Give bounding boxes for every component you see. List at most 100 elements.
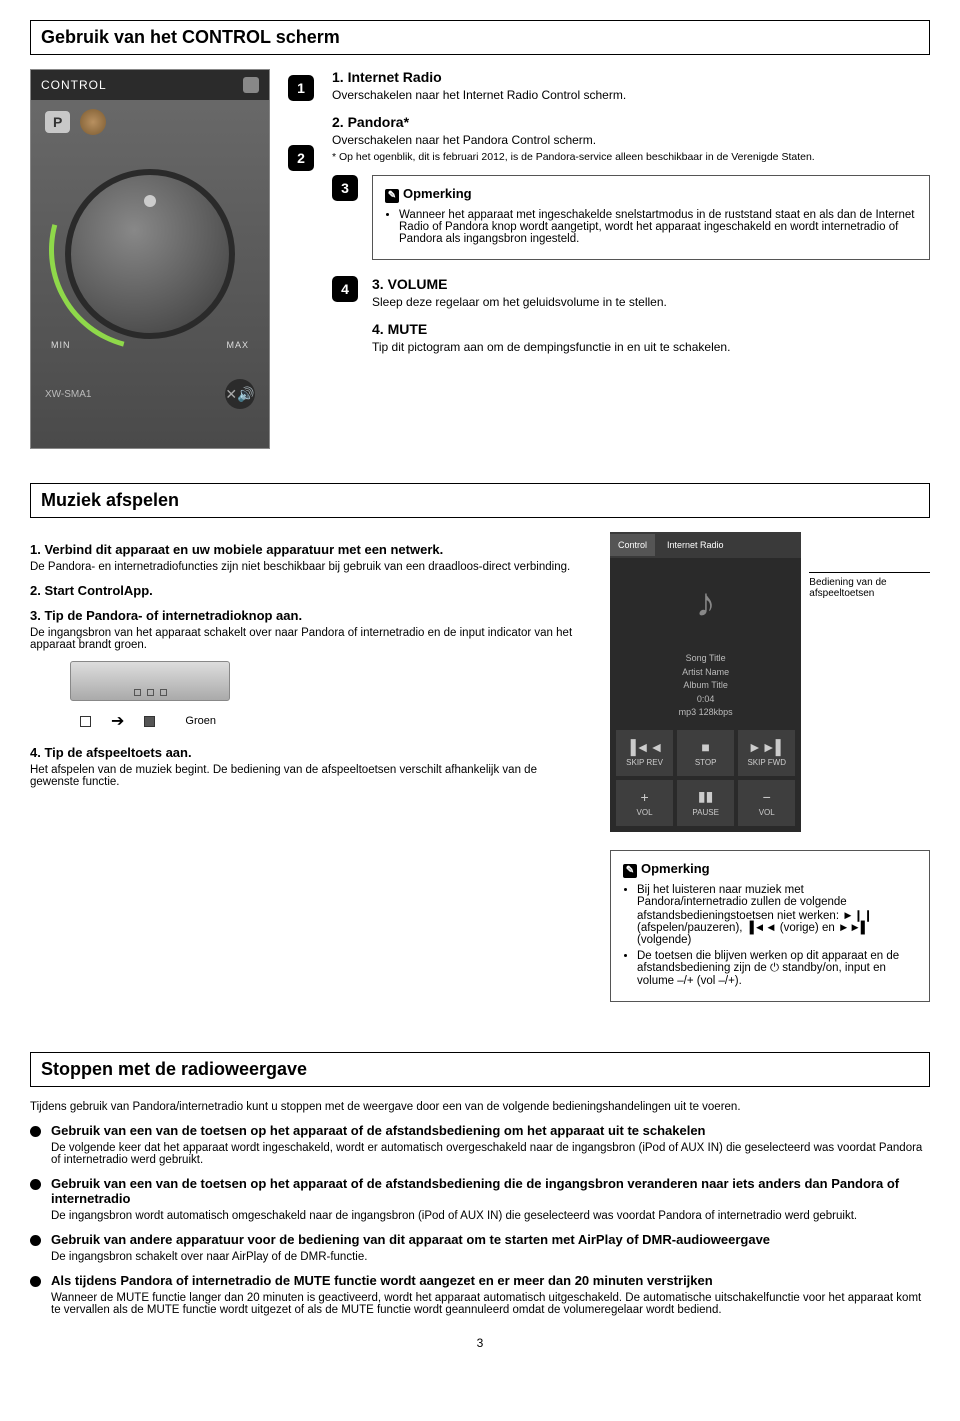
skip-fwd-button: ►►▌ SKIP FWD (738, 730, 795, 776)
vol-up-label: VOL (637, 808, 653, 817)
vol-down-label: VOL (759, 808, 775, 817)
note-1-body: Wanneer het apparaat met ingeschakelde s… (385, 209, 917, 245)
led-on-icon (144, 716, 155, 727)
led-2 (147, 689, 154, 696)
bullet-4: Als tijdens Pandora of internetradio de … (30, 1273, 930, 1316)
player-tabs: Control Internet Radio (610, 532, 801, 558)
item-3-head: 3. VOLUME (372, 276, 930, 292)
badge-4: 4 (332, 276, 358, 302)
bitrate: mp3 128kbps (610, 706, 801, 720)
note-box-2: ✎ Opmerking Bij het luisteren naar muziek… (610, 850, 930, 1002)
bullet-2: Gebruik van een van de toetsen op het ap… (30, 1176, 930, 1222)
led-legend: ➔ Groen (80, 711, 584, 731)
bullet-dot-icon (30, 1179, 41, 1190)
arrow-icon: ➔ (111, 711, 124, 731)
item-4-body: Tip dit pictogram aan om de dempingsfunc… (372, 340, 930, 354)
bullet-4-body: Wanneer de MUTE functie langer dan 20 mi… (51, 1292, 930, 1316)
note-icon: ✎ (623, 864, 637, 878)
muziek-left: 1. Verbind dit apparaat en uw mobiele ap… (30, 532, 584, 788)
vol-up-button: +VOL (616, 780, 673, 826)
item-1: 1. Internet Radio Overschakelen naar het… (332, 69, 930, 102)
step-1-head: 1. Verbind dit apparaat en uw mobiele ap… (30, 542, 584, 557)
song-title: Song Title (610, 652, 801, 666)
led-1 (134, 689, 141, 696)
pause-label: PAUSE (692, 808, 719, 817)
pandora-pill: P (45, 111, 70, 133)
bullet-2-head: Gebruik van een van de toetsen op het ap… (51, 1176, 930, 1206)
volume-dial (65, 169, 235, 339)
item-2-body: Overschakelen naar het Pandora Control s… (332, 133, 930, 147)
stoppen-intro: Tijdens gebruik van Pandora/internetradi… (30, 1101, 930, 1113)
album-art-icon: ♪ (610, 558, 801, 648)
skip-fwd-label: SKIP FWD (747, 758, 786, 767)
step-3-head: 3. Tip de Pandora- of internetradioknop … (30, 608, 584, 623)
section-title-control: Gebruik van het CONTROL scherm (30, 20, 930, 55)
player-buttons-grid: ▐◄◄ SKIP REV ■STOP ►►▌ SKIP FWD +VOL ▮▮ PAU… (610, 730, 801, 826)
minus-icon: − (763, 789, 771, 805)
control-screenshot: CONTROL P MIN MAX XW-SMA1 ✕🔊 (30, 69, 270, 449)
item-2-footnote: * Op het ogenblik, dit is februari 2012,… (332, 151, 930, 163)
control-header: CONTROL (31, 70, 269, 100)
dial-max-label: MAX (226, 340, 249, 350)
skip-rev-button: ▐◄◄ SKIP REV (616, 730, 673, 776)
album-title: Album Title (610, 679, 801, 693)
step-4-head: 4. Tip de afspeeltoets aan. (30, 745, 584, 760)
item-2: 2. Pandora* Overschakelen naar het Pando… (332, 114, 930, 163)
step-3-body: De ingangsbron van het apparaat schakelt… (30, 627, 584, 651)
section-stoppen: Stoppen met de radioweergave Tijdens geb… (30, 1052, 930, 1316)
source-row: P (31, 100, 269, 144)
bullet-3: Gebruik van andere apparatuur voor de be… (30, 1232, 930, 1263)
led-off-icon (80, 716, 91, 727)
note-1-head: ✎Opmerking (385, 186, 917, 203)
badge-1: 1 (288, 75, 314, 101)
note-1-bullet: Wanneer het apparaat met ingeschakelde s… (399, 209, 917, 245)
step-2-head: 2. Start ControlApp. (30, 583, 584, 598)
item-2-head: 2. Pandora* (332, 114, 930, 130)
note-2-head: ✎ Opmerking (623, 861, 917, 878)
player-tab-control: Control (610, 534, 655, 556)
muziek-two-col: 1. Verbind dit apparaat en uw mobiele ap… (30, 532, 930, 1018)
dial-min-label: MIN (51, 340, 71, 350)
note-2-bullet-2: De toetsen die blijven werken op dit app… (637, 950, 917, 987)
bullet-1-head: Gebruik van een van de toetsen op het ap… (51, 1123, 930, 1138)
led-color-label: Groen (185, 715, 216, 727)
bullet-dot-icon (30, 1126, 41, 1137)
pause-icon: ▮▮ (698, 788, 713, 805)
device-led-strip (70, 661, 230, 701)
elapsed-time: 0:04 (610, 693, 801, 707)
stop-label: STOP (695, 758, 717, 767)
step-1-body: De Pandora- en internetradiofuncties zij… (30, 561, 584, 573)
badge-2: 2 (288, 145, 314, 171)
pointer-label-wrap: Bediening van de afspeeltoetsen (809, 532, 930, 599)
skip-fwd-icon: ►►▌ (748, 739, 786, 755)
note-box-1: ✎Opmerking Wanneer het apparaat met inge… (372, 175, 930, 260)
artist-name: Artist Name (610, 666, 801, 680)
note-icon: ✎ (385, 189, 399, 203)
skip-rev-label: SKIP REV (626, 758, 663, 767)
item-1-body: Overschakelen naar het Internet Radio Co… (332, 88, 930, 102)
note-2-head-text: Opmerking (641, 861, 710, 876)
pointer-label: Bediening van de afspeeltoetsen (809, 577, 930, 599)
gear-icon (243, 77, 259, 93)
item-4-head: 4. MUTE (372, 321, 930, 337)
item-3-body: Sleep deze regelaar om het geluidsvolume… (372, 295, 930, 309)
callout-badges-col: 1 2 (288, 69, 314, 449)
section1-row: CONTROL P MIN MAX XW-SMA1 ✕🔊 1 2 1. Inte… (30, 69, 930, 449)
bullet-3-body: De ingangsbron schakelt over naar AirPla… (51, 1251, 770, 1263)
control-footer: XW-SMA1 ✕🔊 (31, 364, 269, 424)
muziek-right: Control Internet Radio ♪ Song Title Arti… (610, 532, 930, 1018)
item-4: 4. MUTE Tip dit pictogram aan om de demp… (372, 321, 930, 354)
control-header-label: CONTROL (41, 78, 107, 92)
stop-button: ■STOP (677, 730, 734, 776)
skip-rev-icon: ▐◄◄ (626, 739, 664, 755)
item-1-head: 1. Internet Radio (332, 69, 930, 85)
led-3 (160, 689, 167, 696)
note-2-bullet-1: Bij het luisteren naar muziek met Pandor… (637, 884, 917, 946)
internetradio-orb-icon (80, 109, 106, 135)
pause-button: ▮▮ PAUSE (677, 780, 734, 826)
volume-dial-area: MIN MAX (31, 144, 269, 364)
note-2-body: Bij het luisteren naar muziek met Pandor… (623, 884, 917, 987)
bullet-3-head: Gebruik van andere apparatuur voor de be… (51, 1232, 770, 1247)
vol-down-button: − VOL (738, 780, 795, 826)
mute-icon: ✕🔊 (225, 379, 255, 409)
